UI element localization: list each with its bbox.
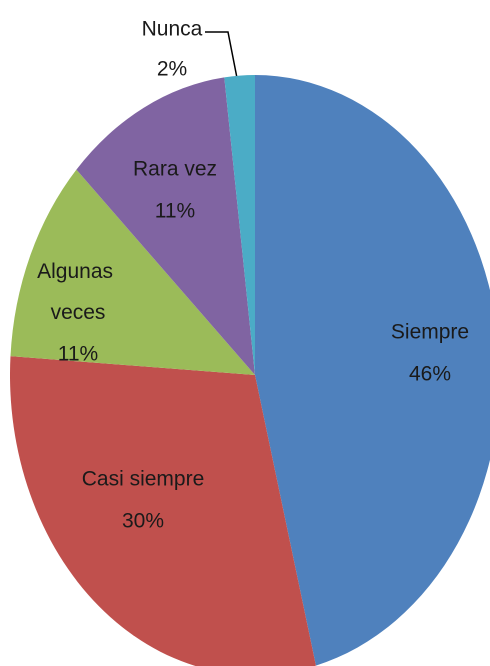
slice-value-label: 30% <box>122 510 164 533</box>
slice-value-label: 46% <box>409 363 451 386</box>
pie-slice <box>224 75 255 375</box>
pie-slice <box>255 75 490 666</box>
slice-label: Casi siempre <box>82 468 205 491</box>
pie-slice <box>10 169 255 375</box>
slice-value-label: 2% <box>157 58 187 81</box>
slice-label: Algunas veces <box>37 260 119 324</box>
slice-label: Rara vez <box>133 158 217 181</box>
slice-value-label: 11% <box>155 200 195 223</box>
slice-label: Siempre <box>391 321 469 344</box>
slice-value-label: 11% <box>58 343 98 366</box>
pie-slice <box>76 77 256 375</box>
slice-label: Nunca <box>142 18 203 41</box>
pie-slice <box>10 356 316 666</box>
leader-line <box>205 31 238 79</box>
